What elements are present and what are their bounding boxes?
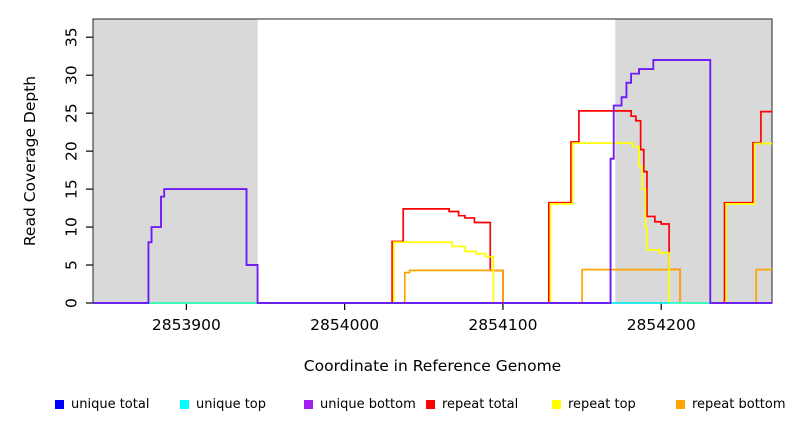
legend-item-repeat-top: repeat top (552, 397, 636, 412)
x-tick-label: 2853900 (152, 316, 221, 334)
x-tick-label: 2854200 (627, 316, 696, 334)
series-line-repeat-top (93, 142, 772, 304)
x-axis-title: Coordinate in Reference Genome (303, 357, 562, 375)
right-repeat-region (615, 19, 772, 303)
y-tick-label: 10 (63, 217, 81, 237)
legend-swatch-icon (552, 400, 561, 409)
y-tick-label: 20 (63, 141, 81, 161)
legend-label: unique bottom (320, 397, 416, 412)
legend-item-unique-top: unique top (180, 397, 266, 412)
legend-swatch-icon (426, 400, 435, 409)
legend-label: unique top (196, 397, 267, 412)
x-tick-label: 2854000 (310, 316, 379, 334)
legend-item-unique-total: unique total (55, 397, 149, 412)
legend-swatch-icon (676, 400, 685, 409)
legend-swatch-icon (55, 400, 64, 409)
y-tick-label: 5 (63, 260, 81, 270)
legend-item-unique-bottom: unique bottom (304, 397, 416, 412)
y-tick-label: 25 (63, 103, 81, 123)
x-tick-label: 2854100 (468, 316, 537, 334)
legend-label: repeat top (568, 397, 636, 412)
legend-swatch-icon (180, 400, 189, 409)
y-axis-title: Read Coverage Depth (21, 75, 39, 247)
y-tick-label: 30 (63, 65, 81, 85)
legend-label: unique total (71, 397, 150, 412)
legend-item-repeat-total: repeat total (426, 397, 518, 412)
legend-label: repeat total (442, 397, 519, 412)
series-line-unique-bottom (93, 59, 772, 304)
y-tick-label: 15 (63, 179, 81, 199)
legend-label: repeat bottom (692, 397, 786, 412)
y-tick-label: 35 (63, 27, 81, 47)
legend-item-repeat-bottom: repeat bottom (676, 397, 786, 412)
left-repeat-region (93, 19, 258, 303)
legend-swatch-icon (304, 400, 313, 409)
y-tick-label: 0 (63, 298, 81, 308)
